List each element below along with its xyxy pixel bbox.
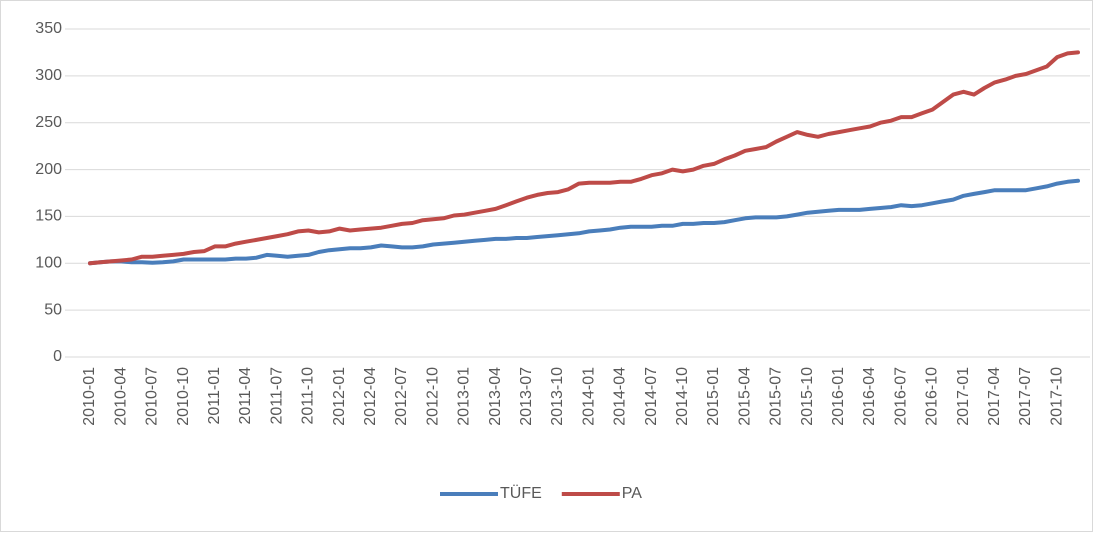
x-tick-label: 2015-04 <box>736 367 753 426</box>
x-tick-label: 2010-10 <box>175 367 192 426</box>
y-tick-label: 0 <box>53 348 62 365</box>
x-tick-label: 2017-10 <box>1048 367 1065 426</box>
y-tick-label: 250 <box>35 114 62 131</box>
x-tick-label: 2011-10 <box>300 367 317 425</box>
x-tick-label: 2011-04 <box>237 367 254 425</box>
y-tick-label: 50 <box>44 301 62 318</box>
y-tick-label: 350 <box>35 20 62 37</box>
x-tick-label: 2016-01 <box>830 367 847 426</box>
x-tick-label: 2013-01 <box>456 367 473 426</box>
x-tick-label: 2010-07 <box>144 367 161 426</box>
x-tick-label: 2017-01 <box>955 367 972 426</box>
x-tick-label: 2013-10 <box>549 367 566 426</box>
series-line <box>88 50 1080 266</box>
x-tick-label: 2014-10 <box>674 367 691 426</box>
x-tick-label: 2012-04 <box>362 367 379 426</box>
x-tick-label: 2016-10 <box>924 367 941 426</box>
y-tick-label: 300 <box>35 67 62 84</box>
y-tick-label: 150 <box>35 208 62 225</box>
x-tick-label: 2016-07 <box>892 367 909 426</box>
x-tick-label: 2014-01 <box>580 367 597 426</box>
y-tick-label: 100 <box>35 255 62 272</box>
x-tick-label: 2012-10 <box>424 367 441 426</box>
x-tick-label: 2012-01 <box>331 367 348 426</box>
series-line <box>88 178 1080 266</box>
x-tick-label: 2011-01 <box>206 367 223 425</box>
x-tick-label: 2017-07 <box>1017 367 1034 426</box>
x-tick-label: 2011-07 <box>268 367 285 425</box>
x-tick-label: 2015-07 <box>768 367 785 426</box>
x-tick-label: 2017-04 <box>986 367 1003 426</box>
legend-label: PA <box>622 485 642 502</box>
x-tick-label: 2012-07 <box>393 367 410 426</box>
x-tick-label: 2016-04 <box>861 367 878 426</box>
x-tick-label: 2014-07 <box>643 367 660 426</box>
x-tick-label: 2013-07 <box>518 367 535 426</box>
x-tick-label: 2010-04 <box>112 367 129 426</box>
x-tick-label: 2010-01 <box>81 367 98 426</box>
legend-label: TÜFE <box>500 484 542 502</box>
x-tick-label: 2013-04 <box>487 367 504 426</box>
x-tick-label: 2015-01 <box>705 367 722 426</box>
y-tick-label: 200 <box>35 161 62 178</box>
x-tick-label: 2015-10 <box>799 367 816 426</box>
x-tick-label: 2014-04 <box>612 367 629 426</box>
